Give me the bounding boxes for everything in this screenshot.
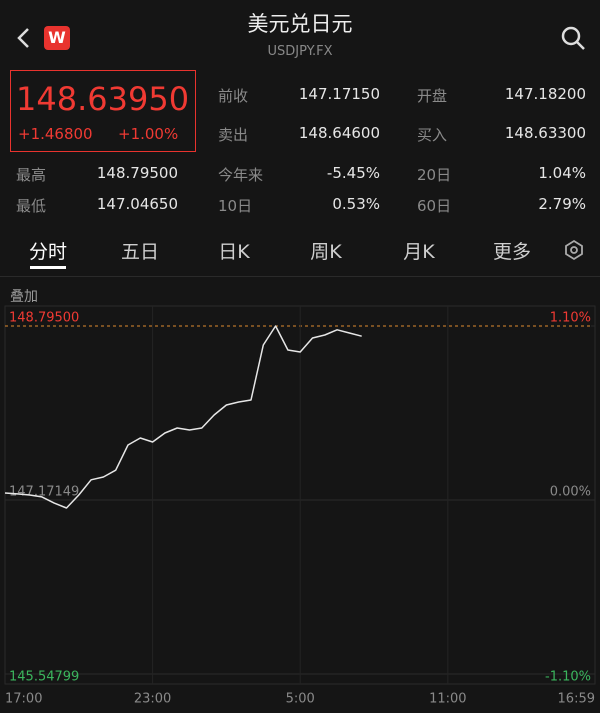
change: +1.46800 bbox=[18, 125, 93, 143]
stat-label: 开盘 bbox=[417, 87, 448, 105]
stat-label: 10日 bbox=[218, 197, 253, 215]
tab[interactable]: 日K bbox=[218, 241, 250, 263]
logo: W bbox=[44, 26, 70, 50]
y2-tick-label: 0.00% bbox=[550, 485, 591, 500]
tab[interactable]: 周K bbox=[310, 241, 342, 263]
overlay-button[interactable]: 叠加 bbox=[10, 289, 38, 305]
x-tick-label: 11:00 bbox=[429, 692, 466, 707]
stat-label: 20日 bbox=[417, 166, 452, 184]
divider bbox=[0, 276, 600, 277]
stat-value: 2.79% bbox=[538, 195, 586, 213]
search-button[interactable] bbox=[560, 25, 588, 53]
y-tick-label: 148.79500 bbox=[9, 311, 79, 326]
stat-value: 148.64600 bbox=[298, 124, 380, 142]
stat-label: 买入 bbox=[417, 126, 448, 144]
tab[interactable]: 五日 bbox=[120, 241, 159, 263]
x-tick-label: 5:00 bbox=[286, 692, 315, 707]
stat-label: 卖出 bbox=[218, 126, 249, 144]
tab-indicator bbox=[30, 266, 66, 269]
back-button[interactable] bbox=[14, 26, 34, 50]
x-tick-label: 16:59 bbox=[558, 692, 595, 707]
stat-value: 147.17150 bbox=[298, 85, 380, 103]
price: 148.63950 bbox=[16, 80, 190, 118]
settings-button[interactable] bbox=[562, 238, 586, 262]
title: 美元兑日元 bbox=[247, 12, 353, 36]
stat-label: 今年来 bbox=[218, 166, 264, 184]
price-box bbox=[10, 70, 196, 152]
stat-value: 1.04% bbox=[538, 164, 586, 182]
stat-value: 147.18200 bbox=[504, 85, 586, 103]
price-line bbox=[4, 325, 362, 509]
stat-value: 0.53% bbox=[332, 195, 380, 213]
subtitle: USDJPY.FX bbox=[267, 44, 333, 59]
y2-tick-label: 1.10% bbox=[550, 311, 591, 326]
stat-label: 最低 bbox=[16, 197, 47, 215]
tab[interactable]: 月K bbox=[403, 241, 435, 263]
y-tick-label: 145.54799 bbox=[9, 670, 79, 685]
stat-value: -5.45% bbox=[326, 164, 380, 182]
x-tick-label: 17:00 bbox=[5, 692, 42, 707]
stat-value: 148.63300 bbox=[504, 124, 586, 142]
tab[interactable]: 更多 bbox=[492, 241, 531, 263]
stat-label: 最高 bbox=[16, 166, 47, 184]
stat-label: 60日 bbox=[417, 197, 452, 215]
stat-value: 147.04650 bbox=[96, 195, 178, 213]
x-tick-label: 23:00 bbox=[134, 692, 171, 707]
tab[interactable]: 分时 bbox=[28, 241, 67, 263]
stat-value: 148.79500 bbox=[96, 164, 178, 182]
change-pct: +1.00% bbox=[118, 125, 179, 143]
y2-tick-label: -1.10% bbox=[545, 670, 591, 685]
y-tick-label: 147.17149 bbox=[9, 485, 79, 500]
stat-label: 前收 bbox=[218, 87, 249, 105]
